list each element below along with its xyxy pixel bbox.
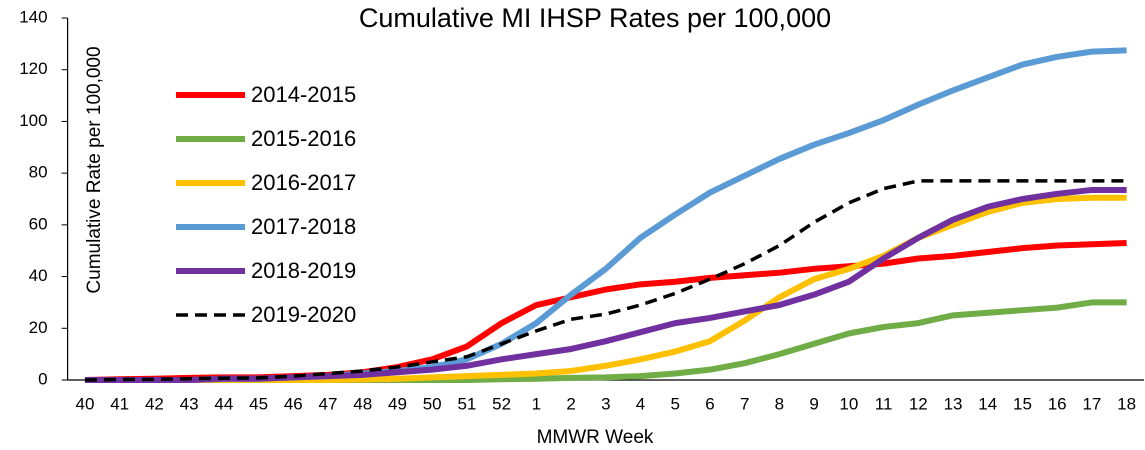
x-tick-label: 5	[671, 394, 680, 413]
x-tick-label: 16	[1048, 394, 1067, 413]
y-tick-label: 140	[19, 7, 47, 26]
x-tick-label: 10	[839, 394, 858, 413]
legend-text: 2018-2019	[251, 258, 356, 283]
y-tick-label: 60	[29, 214, 48, 233]
x-tick-label: 18	[1117, 394, 1136, 413]
legend-text: 2015-2016	[251, 126, 356, 151]
x-tick-label: 1	[532, 394, 541, 413]
x-tick-label: 47	[319, 394, 338, 413]
x-tick-label: 42	[145, 394, 164, 413]
legend-text: 2016-2017	[251, 170, 356, 195]
x-tick-label: 46	[284, 394, 303, 413]
x-tick-label: 13	[944, 394, 963, 413]
y-axis-label: Cumulative Rate per 100,000	[84, 46, 105, 293]
x-tick-label: 45	[249, 394, 268, 413]
x-tick-label: 12	[909, 394, 928, 413]
y-tick-label: 80	[29, 163, 48, 182]
y-tick-label: 120	[19, 59, 47, 78]
x-tick-label: 4	[636, 394, 645, 413]
x-tick-label: 52	[492, 394, 511, 413]
x-tick-label: 48	[353, 394, 372, 413]
x-tick-label: 40	[76, 394, 95, 413]
y-tick-label: 40	[29, 266, 48, 285]
x-tick-label: 50	[423, 394, 442, 413]
x-tick-label: 9	[809, 394, 818, 413]
chart-title: Cumulative MI IHSP Rates per 100,000	[359, 3, 831, 33]
x-axis-label: MMWR Week	[537, 427, 654, 448]
x-tick-label: 15	[1013, 394, 1032, 413]
y-tick-label: 20	[29, 318, 48, 337]
x-tick-label: 49	[388, 394, 407, 413]
x-tick-label: 8	[775, 394, 784, 413]
x-tick-label: 41	[110, 394, 129, 413]
legend-text: 2019-2020	[251, 302, 356, 327]
y-tick-label: 0	[38, 369, 47, 388]
x-tick-label: 6	[705, 394, 714, 413]
y-tick-label: 100	[19, 111, 47, 130]
legend-text: 2014-2015	[251, 82, 356, 107]
x-tick-label: 43	[180, 394, 199, 413]
x-tick-label: 11	[875, 394, 893, 413]
x-tick-label: 3	[601, 394, 610, 413]
legend-text: 2017-2018	[251, 214, 356, 239]
x-tick-label: 44	[214, 394, 233, 413]
x-tick-label: 17	[1082, 394, 1101, 413]
x-tick-label: 14	[978, 394, 997, 413]
x-tick-label: 2	[566, 394, 575, 413]
series-line	[84, 179, 1127, 382]
x-tick-label: 51	[457, 394, 476, 413]
x-tick-label: 7	[740, 394, 749, 413]
